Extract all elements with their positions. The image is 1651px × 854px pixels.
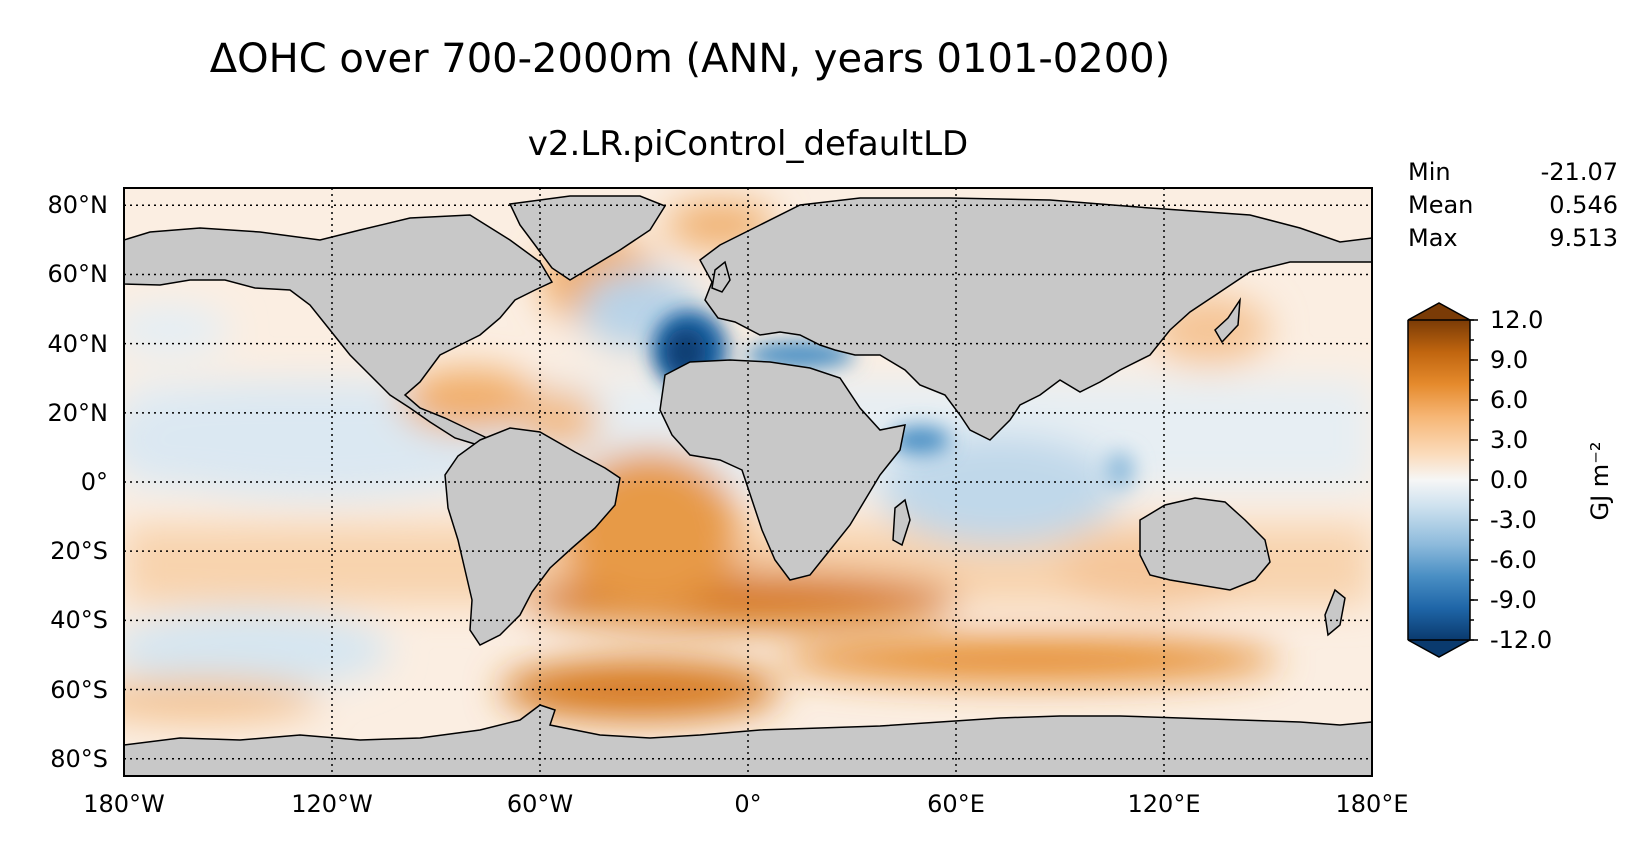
lat-tick-label: 40°S — [50, 606, 108, 635]
lat-tick-label: 40°N — [47, 329, 109, 358]
land-japan — [1214, 297, 1241, 344]
land-africa — [659, 359, 906, 581]
lon-tick-label: 120°W — [291, 790, 373, 818]
colorbar-tick-label: -6.0 — [1490, 546, 1537, 574]
gridlines — [124, 188, 1372, 776]
colorbar-tick-label: 0.0 — [1490, 466, 1529, 494]
colorbar-tick-label: 9.0 — [1490, 346, 1529, 374]
lon-tick-label: 120°E — [1127, 790, 1201, 818]
colorbar-body — [1408, 320, 1470, 640]
colorbar-extend-max — [1407, 302, 1471, 321]
land-north-america — [124, 214, 554, 446]
map-frame — [123, 187, 1373, 777]
lon-tick-label: 0° — [734, 790, 762, 818]
map-plot-area — [124, 188, 1372, 776]
lat-tick-label: 0° — [80, 468, 108, 496]
colorbar-extend-min — [1407, 639, 1471, 658]
field-antarctic-indian — [780, 638, 1280, 682]
colorbar-tick-label: -3.0 — [1490, 506, 1537, 534]
land-greenland — [508, 195, 667, 281]
stats-panel: Min -21.07 Mean 0.546 Max 9.513 — [1408, 156, 1618, 255]
land-madagascar — [892, 498, 911, 547]
land-south-america — [444, 427, 621, 646]
stat-min: Min -21.07 — [1408, 156, 1618, 189]
lon-tick-label: 180°W — [83, 790, 165, 818]
stat-max-value: 9.513 — [1549, 224, 1618, 252]
colorbar-units: GJ m⁻² — [1586, 441, 1614, 521]
lon-tick-label: 180°E — [1335, 790, 1409, 818]
lat-tick-label: 60°N — [47, 260, 109, 289]
field-amundsen — [124, 678, 320, 722]
colorbar-tick-label: 12.0 — [1490, 306, 1544, 334]
map-subtitle: v2.LR.piControl_defaultLD — [527, 124, 969, 164]
colorbar-tick-label: -9.0 — [1490, 586, 1537, 614]
field-indian-ocean — [880, 435, 1120, 545]
stat-mean: Mean 0.546 — [1408, 189, 1618, 222]
lat-tick-label: 80°N — [47, 191, 109, 220]
field-south-pacific-blue — [124, 610, 390, 690]
lat-tick-label: 60°S — [50, 675, 108, 704]
lon-tick-label: 60°E — [927, 790, 985, 818]
colorbar-tick-label: 6.0 — [1490, 386, 1529, 414]
field-gulf-aden — [890, 426, 950, 454]
colorbar-tick-label: -12.0 — [1490, 626, 1553, 654]
land-eurasia — [699, 197, 1372, 441]
stat-mean-label: Mean — [1408, 191, 1474, 219]
colorbar-tick-marks — [1470, 319, 1478, 641]
stat-min-label: Min — [1408, 158, 1451, 186]
stat-min-value: -21.07 — [1540, 158, 1618, 186]
lat-tick-label: 20°N — [47, 398, 109, 427]
field-indonesia — [1106, 452, 1134, 488]
colorbar — [1407, 302, 1478, 658]
stat-mean-value: 0.546 — [1549, 191, 1618, 219]
figure-suptitle: ΔOHC over 700-2000m (ANN, years 0101-020… — [209, 36, 1171, 82]
land-new-zealand — [1324, 588, 1346, 637]
land-uk — [711, 260, 731, 293]
stat-max: Max 9.513 — [1408, 222, 1618, 255]
stat-max-label: Max — [1408, 224, 1458, 252]
lat-tick-label: 80°S — [50, 744, 108, 773]
colorbar-tick-label: 3.0 — [1490, 426, 1529, 454]
field-north-pacific — [124, 305, 230, 355]
lat-tick-label: 20°S — [50, 537, 108, 566]
land-australia — [1139, 497, 1271, 591]
lon-tick-label: 60°W — [506, 790, 574, 818]
